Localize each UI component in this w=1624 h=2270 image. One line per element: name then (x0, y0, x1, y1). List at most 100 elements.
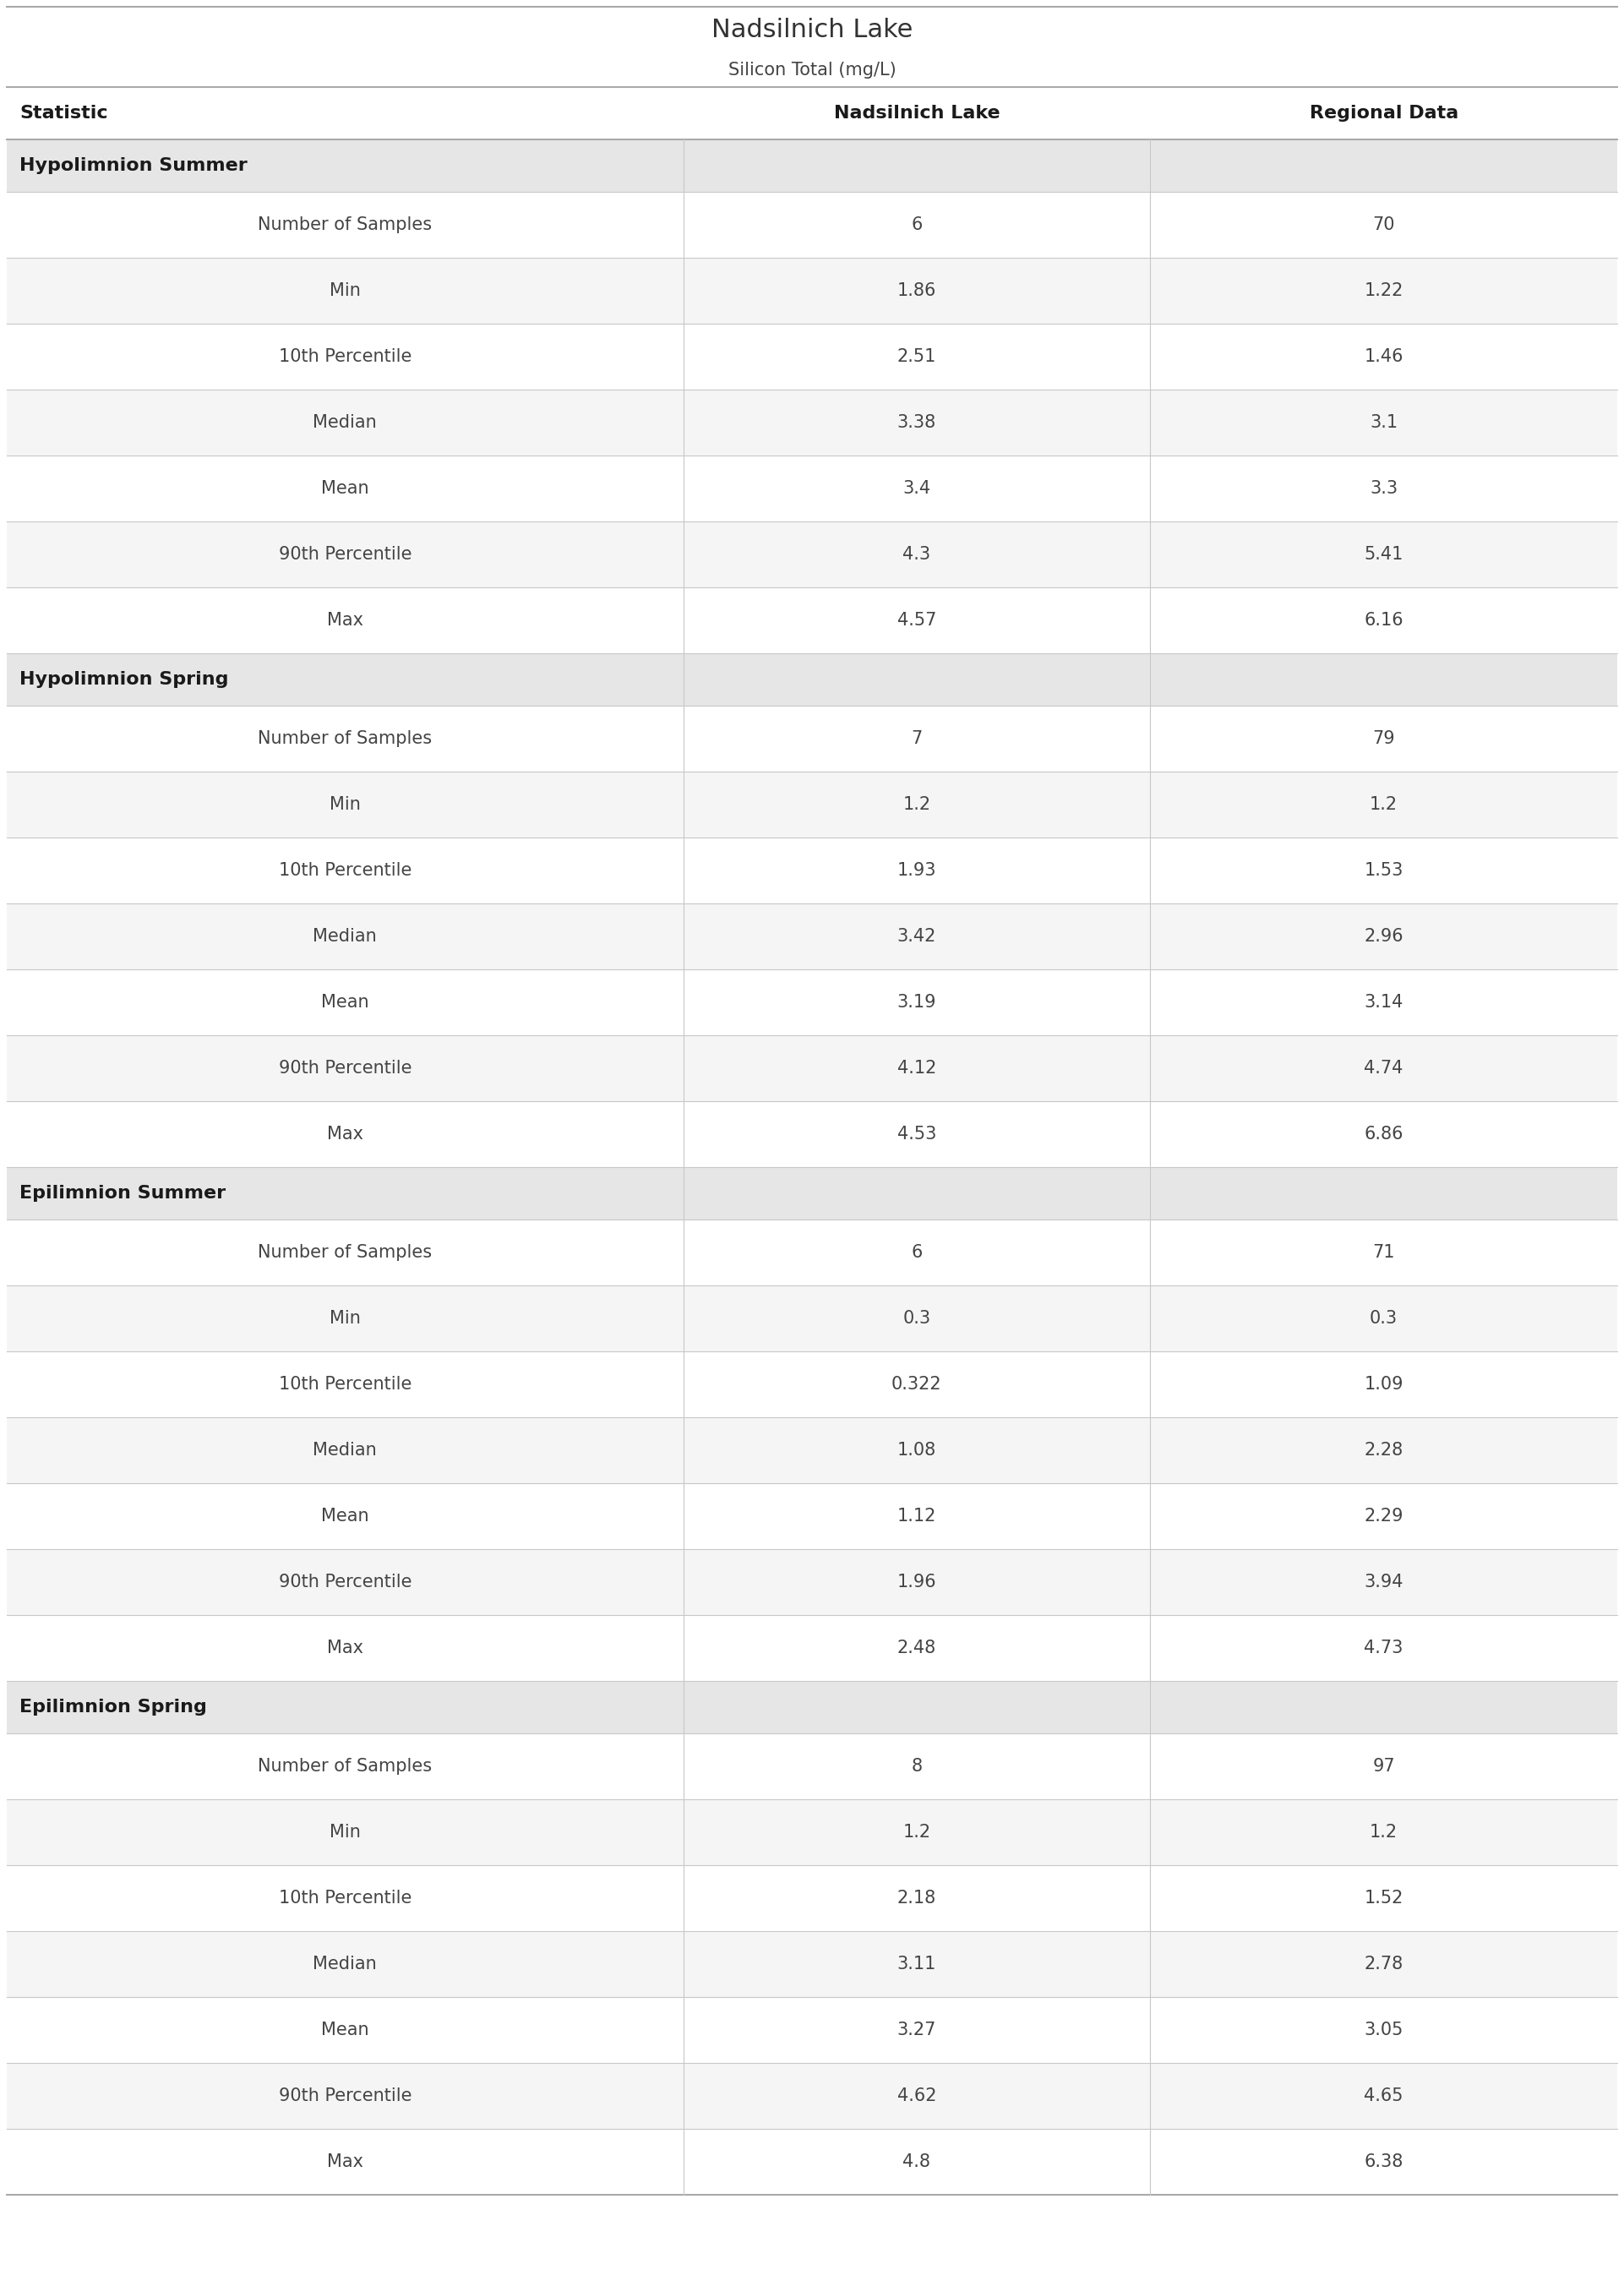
Text: Median: Median (313, 413, 377, 431)
Text: 2.78: 2.78 (1364, 1957, 1403, 1973)
Text: 1.86: 1.86 (896, 281, 937, 300)
Text: 1.53: 1.53 (1364, 863, 1403, 878)
Text: 10th Percentile: 10th Percentile (278, 347, 411, 365)
Text: 71: 71 (1372, 1244, 1395, 1260)
Bar (6, 86, 1618, 138)
Text: Nadsilnich Lake: Nadsilnich Lake (711, 18, 913, 43)
Text: 2.96: 2.96 (1364, 928, 1403, 944)
Bar (6, 1101, 1618, 1167)
Text: 90th Percentile: 90th Percentile (278, 547, 411, 563)
Text: 4.53: 4.53 (896, 1126, 937, 1142)
Text: Max: Max (326, 613, 364, 629)
Text: 90th Percentile: 90th Percentile (278, 1573, 411, 1591)
Text: 1.12: 1.12 (896, 1507, 937, 1525)
Bar (6, 7, 1618, 52)
Bar (6, 1866, 1618, 1932)
Text: Mean: Mean (322, 1507, 369, 1525)
Text: Number of Samples: Number of Samples (258, 1757, 432, 1775)
Bar (6, 1351, 1618, 1416)
Text: 3.4: 3.4 (903, 479, 931, 497)
Text: 4.57: 4.57 (896, 613, 937, 629)
Bar (6, 969, 1618, 1035)
Text: Max: Max (326, 1639, 364, 1657)
Bar (6, 2129, 1618, 2195)
Text: Mean: Mean (322, 479, 369, 497)
Bar (6, 1800, 1618, 1866)
Bar (6, 193, 1618, 259)
Text: 5.41: 5.41 (1364, 547, 1403, 563)
Text: Number of Samples: Number of Samples (258, 1244, 432, 1260)
Text: 1.2: 1.2 (1369, 1823, 1398, 1841)
Text: 1.93: 1.93 (896, 863, 937, 878)
Text: 2.28: 2.28 (1364, 1441, 1403, 1460)
Text: 6.16: 6.16 (1364, 613, 1403, 629)
Text: 10th Percentile: 10th Percentile (278, 1376, 411, 1394)
Text: 2.18: 2.18 (896, 1889, 935, 1907)
Text: 0.322: 0.322 (892, 1376, 942, 1394)
Bar (6, 1035, 1618, 1101)
Text: 2.51: 2.51 (896, 347, 937, 365)
Bar (6, 1734, 1618, 1800)
Text: 6.86: 6.86 (1364, 1126, 1403, 1142)
Bar (6, 1932, 1618, 1998)
Text: 1.22: 1.22 (1364, 281, 1403, 300)
Bar (6, 1682, 1618, 1734)
Text: 2.29: 2.29 (1364, 1507, 1403, 1525)
Bar (6, 325, 1618, 390)
Bar (6, 903, 1618, 969)
Text: 4.62: 4.62 (896, 2088, 937, 2104)
Text: Silicon Total (mg/L): Silicon Total (mg/L) (728, 61, 896, 79)
Text: 4.65: 4.65 (1364, 2088, 1403, 2104)
Text: 3.94: 3.94 (1364, 1573, 1403, 1591)
Text: Min: Min (330, 1310, 361, 1328)
Text: 1.2: 1.2 (1369, 797, 1398, 813)
Text: Min: Min (330, 1823, 361, 1841)
Bar (6, 522, 1618, 588)
Bar (6, 390, 1618, 456)
Text: 6: 6 (911, 216, 922, 234)
Text: Max: Max (326, 2154, 364, 2170)
Text: 6: 6 (911, 1244, 922, 1260)
Text: 3.38: 3.38 (896, 413, 935, 431)
Text: 0.3: 0.3 (903, 1310, 931, 1328)
Text: Median: Median (313, 1441, 377, 1460)
Text: 4.8: 4.8 (903, 2154, 931, 2170)
Text: Number of Samples: Number of Samples (258, 731, 432, 747)
Bar (6, 1548, 1618, 1614)
Text: 97: 97 (1372, 1757, 1395, 1775)
Text: Hypolimnion Spring: Hypolimnion Spring (19, 672, 229, 688)
Bar (6, 1482, 1618, 1548)
Bar (6, 138, 1618, 193)
Bar (6, 838, 1618, 903)
Text: 1.2: 1.2 (903, 1823, 931, 1841)
Text: 0.3: 0.3 (1369, 1310, 1398, 1328)
Text: 1.2: 1.2 (903, 797, 931, 813)
Text: 3.42: 3.42 (896, 928, 937, 944)
Text: 3.11: 3.11 (896, 1957, 937, 1973)
Text: 70: 70 (1372, 216, 1395, 234)
Bar (6, 1285, 1618, 1351)
Text: 3.3: 3.3 (1369, 479, 1398, 497)
Bar (6, 706, 1618, 772)
Text: 90th Percentile: 90th Percentile (278, 2088, 411, 2104)
Text: Median: Median (313, 928, 377, 944)
Text: 3.05: 3.05 (1364, 2023, 1403, 2038)
Text: Nadsilnich Lake: Nadsilnich Lake (833, 104, 1000, 123)
Text: 7: 7 (911, 731, 922, 747)
Text: 79: 79 (1372, 731, 1395, 747)
Text: 8: 8 (911, 1757, 922, 1775)
Text: 6.38: 6.38 (1364, 2154, 1403, 2170)
Text: Regional Data: Regional Data (1309, 104, 1458, 123)
Text: 3.1: 3.1 (1369, 413, 1398, 431)
Text: Epilimnion Spring: Epilimnion Spring (19, 1698, 208, 1716)
Text: Mean: Mean (322, 2023, 369, 2038)
Bar (6, 772, 1618, 838)
Bar (6, 588, 1618, 654)
Text: 10th Percentile: 10th Percentile (278, 863, 411, 878)
Text: Mean: Mean (322, 994, 369, 1010)
Bar (6, 1219, 1618, 1285)
Bar (6, 1167, 1618, 1219)
Bar (6, 1614, 1618, 1682)
Text: Min: Min (330, 281, 361, 300)
Bar (6, 1416, 1618, 1482)
